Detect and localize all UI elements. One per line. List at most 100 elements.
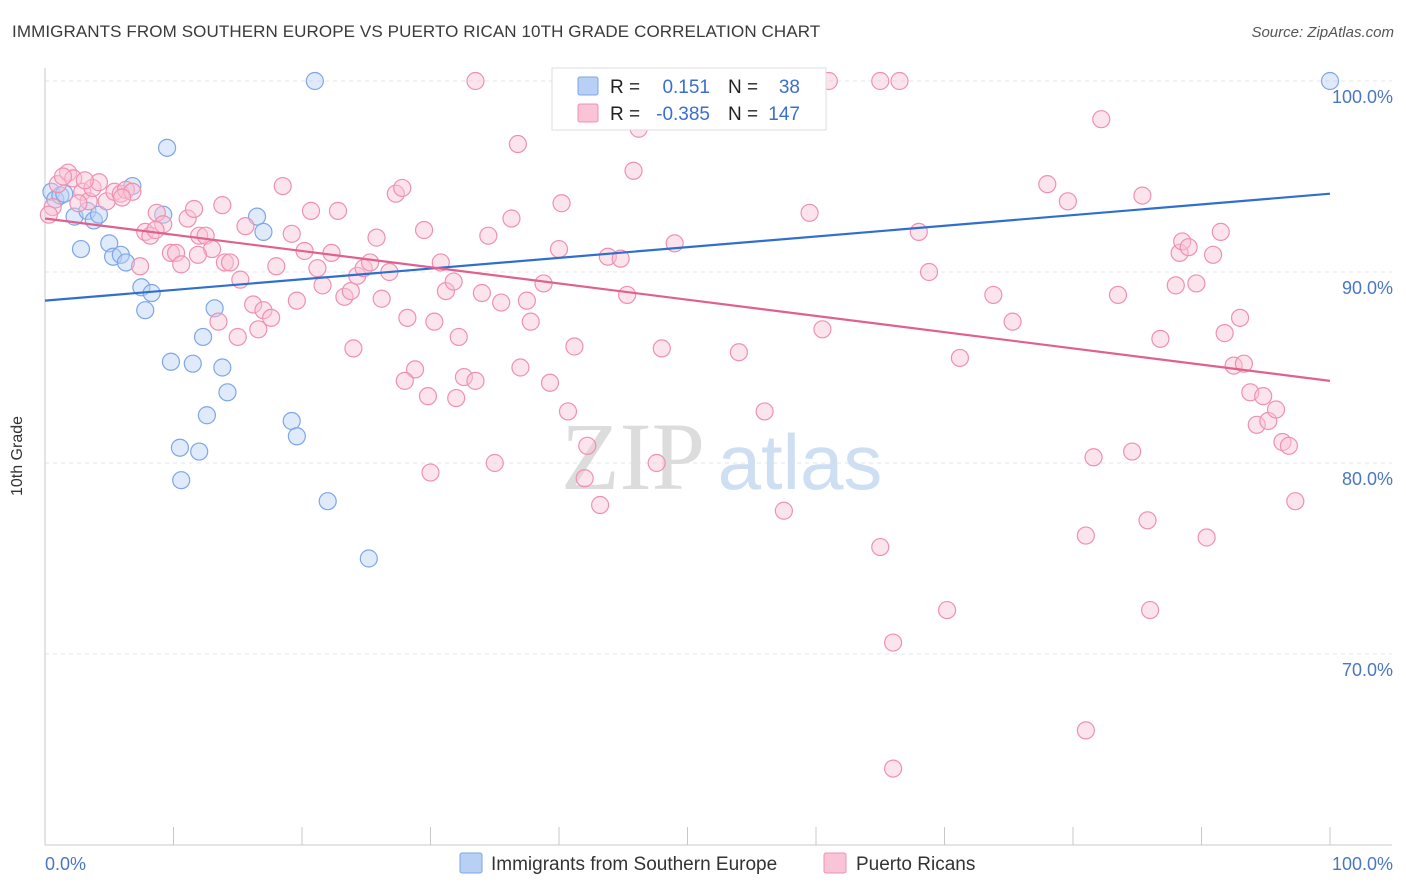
point-series-0 [116, 253, 136, 272]
point-series-1 [540, 373, 560, 392]
point-series-1 [1170, 243, 1189, 262]
point-series-1 [517, 291, 536, 310]
point-series-1 [508, 134, 527, 154]
point-series-1 [89, 173, 109, 192]
point-series-1 [73, 182, 92, 201]
watermark: ZIP atlas [561, 403, 882, 510]
point-series-1 [1092, 110, 1111, 129]
point-series-1 [178, 209, 197, 228]
point-series-1 [1076, 526, 1095, 545]
point-series-1 [591, 495, 610, 515]
point-series-0 [71, 239, 91, 259]
point-series-1 [1038, 175, 1057, 194]
point-series-0 [161, 352, 181, 371]
point-series-1 [344, 339, 363, 358]
legend-r-label-0: R = [610, 77, 640, 98]
point-series-1 [1138, 511, 1157, 530]
point-series-1 [328, 201, 348, 220]
point-series-1 [1187, 274, 1206, 293]
point-series-1 [341, 282, 360, 301]
point-series-1 [1266, 400, 1286, 419]
point-series-1 [425, 312, 444, 331]
legend-n-value-1: 147 [768, 104, 800, 125]
point-series-1 [267, 257, 286, 276]
point-series-1 [215, 253, 234, 272]
point-series-1 [919, 262, 939, 282]
point-series-1 [800, 203, 819, 222]
point-series-1 [466, 371, 485, 390]
point-series-1 [624, 161, 643, 180]
point-series-1 [236, 217, 255, 236]
point-series-1 [421, 463, 440, 482]
point-series-1 [282, 224, 301, 243]
point-series-1 [146, 220, 165, 240]
point-series-1 [1234, 354, 1254, 373]
point-series-1 [774, 501, 793, 520]
source-label: Source: ZipAtlas.com [1251, 24, 1394, 41]
point-series-1 [130, 257, 150, 276]
point-series-1 [395, 371, 414, 390]
point-series-1 [436, 282, 456, 301]
x-tick-label-max: 100.0% [1332, 854, 1393, 874]
point-series-1 [950, 348, 970, 368]
point-series-1 [414, 220, 434, 240]
point-series-1 [1084, 448, 1103, 467]
point-series-0 [183, 354, 202, 373]
legend-r-value-1: -0.385 [656, 104, 710, 125]
bottom-legend-swatch-pink [823, 852, 847, 874]
point-series-1 [444, 272, 463, 291]
point-series-1 [549, 239, 569, 259]
point-series-1 [1003, 312, 1022, 331]
point-series-1 [1230, 308, 1250, 327]
point-series-1 [1140, 600, 1160, 620]
point-series-1 [1254, 387, 1273, 406]
point-series-1 [308, 259, 327, 278]
legend-r-value-0: 0.151 [662, 77, 710, 98]
point-series-0 [172, 471, 191, 490]
point-series-1 [937, 600, 957, 620]
point-series-1 [209, 312, 228, 331]
legend-n-label-0: N = [728, 77, 758, 98]
point-series-1 [1215, 324, 1234, 343]
chart-title: IMMIGRANTS FROM SOUTHERN EUROPE VS PUERT… [12, 22, 821, 41]
point-series-0 [157, 138, 177, 157]
point-series-1 [552, 194, 571, 213]
point-series-1 [1108, 285, 1128, 305]
point-series-1 [1211, 222, 1230, 241]
point-series-0 [89, 205, 109, 224]
point-series-1 [228, 327, 247, 347]
point-series-1 [871, 71, 890, 91]
point-series-1 [813, 320, 832, 339]
point-series-1 [1076, 721, 1095, 740]
point-series-0 [205, 299, 224, 318]
legend-swatch-pink [577, 103, 599, 123]
point-series-1 [69, 194, 88, 213]
point-series-1 [565, 337, 584, 356]
point-series-1 [393, 178, 412, 198]
gridlines [45, 80, 1392, 655]
point-series-1 [883, 759, 903, 778]
point-series-0 [193, 327, 213, 347]
point-series-1 [254, 301, 273, 320]
point-series-1 [301, 201, 321, 220]
trend-line-series-0 [44, 192, 1331, 302]
point-series-1 [1197, 528, 1216, 547]
point-series-1 [123, 182, 142, 201]
point-series-0 [218, 383, 237, 402]
point-series-0 [136, 301, 155, 320]
watermark-atlas: atlas [718, 418, 883, 506]
legend-top: R = 0.151 N = 38 R = -0.385 N = 147 [551, 67, 827, 131]
point-series-1 [647, 453, 666, 473]
point-series-1 [1279, 436, 1298, 455]
point-series-1 [984, 285, 1003, 305]
trend-lines [44, 192, 1331, 382]
point-series-1 [398, 308, 417, 327]
point-series-1 [220, 253, 240, 272]
point-series-1 [161, 243, 181, 262]
point-series-1 [213, 196, 232, 215]
point-series-1 [1123, 442, 1142, 461]
point-series-0 [213, 358, 232, 377]
point-series-1 [53, 167, 73, 186]
point-series-1 [558, 402, 578, 421]
point-series-0 [1320, 71, 1340, 91]
